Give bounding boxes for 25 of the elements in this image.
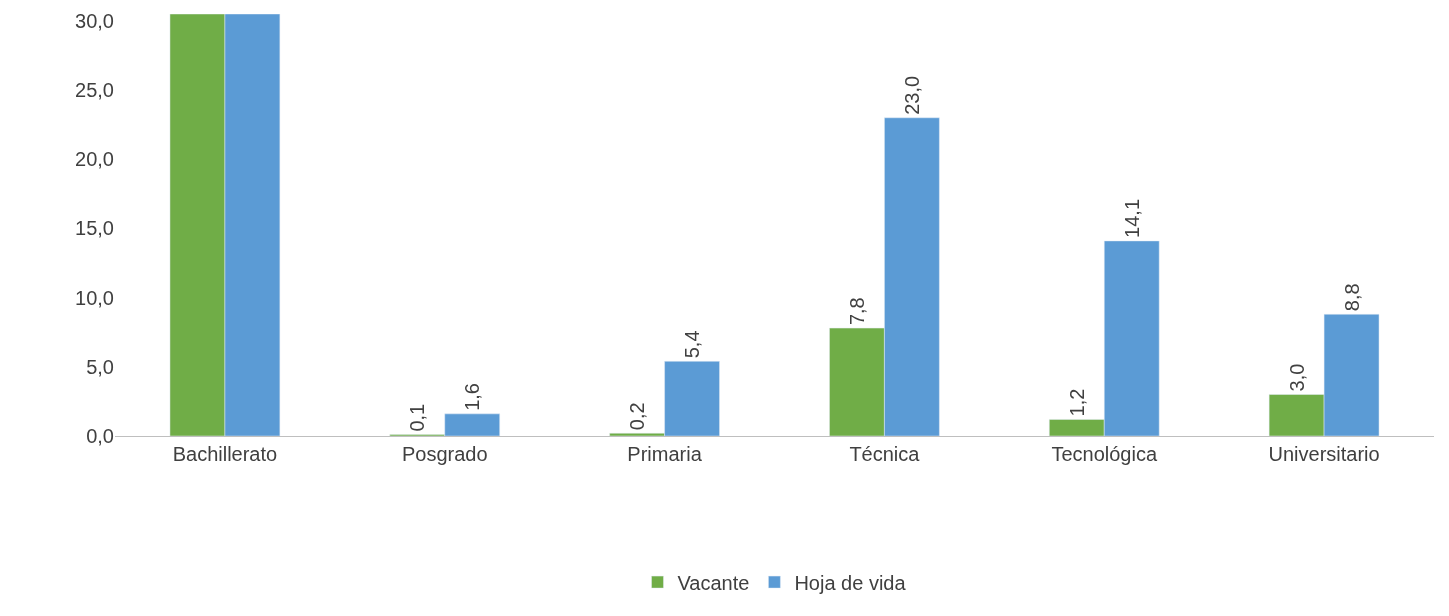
x-tick-label: Técnica: [849, 443, 921, 465]
x-tick-label: Tecnológica: [1051, 443, 1158, 465]
x-tick-label: Primaria: [627, 443, 703, 465]
data-label: 0,1: [406, 403, 429, 432]
data-label: 14,1: [1120, 198, 1143, 238]
data-label: 23,0: [900, 75, 923, 115]
legend-label: Vacante: [677, 571, 750, 594]
y-tick-label: 25,0: [75, 79, 114, 102]
y-tick-label: 0,0: [86, 425, 114, 447]
x-tick-label: Universitario: [1268, 443, 1380, 465]
legend-label: Hoja de vida: [794, 571, 907, 594]
data-label: 1,2: [1065, 388, 1088, 417]
x-tick-label: Bachillerato: [172, 443, 278, 465]
y-tick-label: 15,0: [75, 217, 114, 240]
y-tick-label: 30,0: [75, 9, 114, 32]
data-label: 3,0: [1285, 363, 1308, 392]
data-label: 0,2: [626, 402, 649, 431]
data-label: 7,8: [845, 297, 868, 326]
data-label: 1,6: [461, 383, 484, 411]
y-tick-label: 10,0: [75, 286, 114, 309]
y-tick-label: 20,0: [75, 148, 114, 171]
data-label: 5,4: [681, 330, 704, 359]
y-tick-label: 5,0: [86, 355, 114, 378]
data-label: 8,8: [1340, 283, 1363, 312]
x-tick-label: Posgrado: [401, 443, 488, 465]
